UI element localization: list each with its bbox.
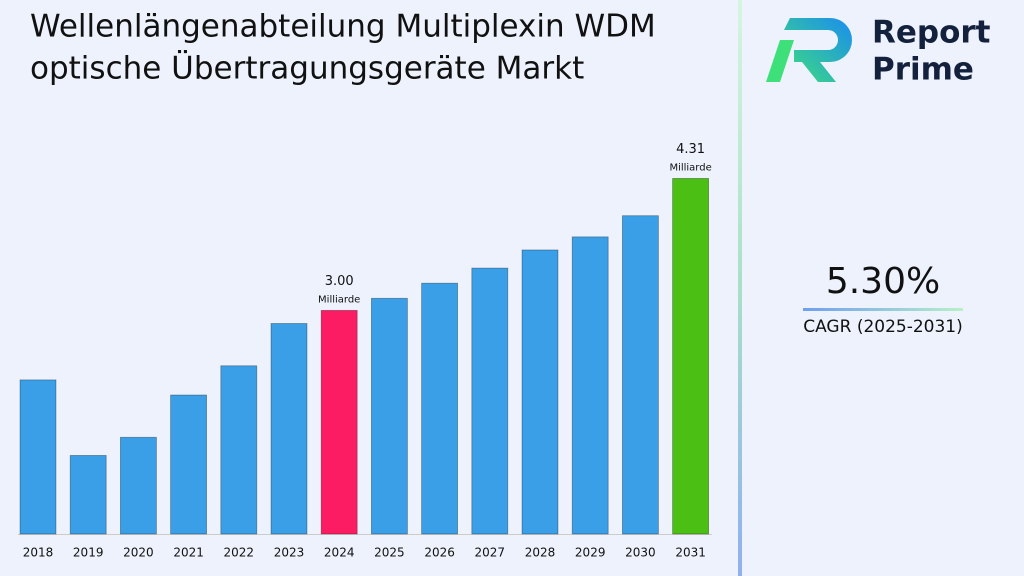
bar — [421, 282, 459, 535]
unit-label: Milliarde — [669, 162, 711, 173]
chart-title: optische Übertragungsgeräte Markt — [30, 50, 584, 87]
bar — [571, 236, 609, 535]
cagr-value: 5.30% — [826, 261, 940, 302]
bar — [521, 249, 559, 535]
bar — [320, 309, 358, 535]
x-tick-label: 2026 — [424, 546, 455, 560]
underline — [803, 308, 963, 311]
x-tick-label: 2020 — [123, 546, 154, 560]
bar — [69, 455, 107, 535]
bar — [622, 215, 659, 535]
brand: Report — [872, 15, 991, 51]
value-label: 3.00 — [325, 274, 354, 289]
x-tick-label: 2025 — [374, 546, 405, 560]
value-label: 4.31 — [676, 142, 705, 157]
x-tick-label: 2022 — [224, 546, 255, 560]
bar — [170, 394, 208, 535]
chart-title: Wellenlängenabteilung Multiplexin WDM — [30, 9, 656, 45]
brand: Prime — [872, 52, 974, 88]
x-tick-label: 2027 — [475, 546, 506, 560]
unit-label: Milliarde — [318, 294, 360, 305]
x-tick-label: 2029 — [575, 546, 606, 560]
bar — [270, 323, 308, 535]
bar — [220, 365, 258, 535]
x-tick-label: 2031 — [675, 546, 706, 560]
logo — [766, 18, 852, 82]
x-tick-label: 2024 — [324, 546, 355, 560]
x-tick-label: 2018 — [23, 546, 54, 560]
divider — [738, 0, 742, 576]
x-tick-label: 2021 — [173, 546, 204, 560]
x-tick-label: 2023 — [274, 546, 305, 560]
cagr-label: CAGR (2025-2031) — [803, 317, 963, 337]
bar — [471, 267, 509, 535]
bar — [19, 379, 57, 535]
x-tick-label: 2030 — [625, 546, 656, 560]
x-tick-label: 2019 — [73, 546, 104, 560]
bar — [120, 436, 157, 535]
x-tick-label: 2028 — [525, 546, 556, 560]
bar — [370, 297, 408, 535]
bar — [672, 178, 709, 535]
